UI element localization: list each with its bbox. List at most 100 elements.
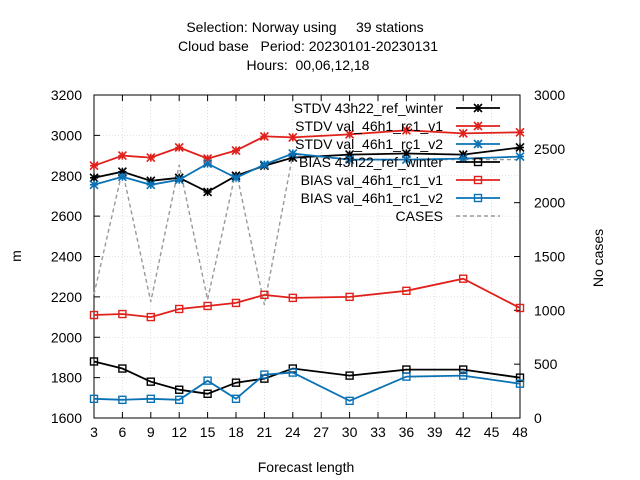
x-tick-label: 42: [455, 424, 471, 440]
series-stdv-val-46h1-rc1-v1: [89, 125, 525, 171]
legend-label: STDV 43h22_ref_winter: [294, 100, 444, 116]
data-point: [288, 148, 298, 159]
data-point: [89, 357, 99, 366]
data-point: [231, 173, 241, 183]
data-point: [401, 148, 411, 159]
y-tick-label: 2400: [51, 249, 82, 265]
data-point: [117, 172, 127, 182]
legend-label: STDV val_46h1_rc1_v2: [295, 136, 443, 152]
y2-tick-label: 0: [534, 410, 542, 426]
x-tick-label: 36: [399, 424, 415, 440]
x-tick-label: 18: [228, 424, 244, 440]
legend-marker: [473, 103, 483, 113]
chart-title-line-2: Cloud base Period: 20230101-20230131: [178, 38, 438, 54]
y2-tick-label: 3000: [534, 87, 565, 103]
y2-tick-label: 1000: [534, 302, 565, 318]
x-tick-label: 3: [90, 424, 98, 440]
legend-marker: [473, 157, 483, 167]
legend-item-bias-val-46h1-rc1-v1: BIAS val_46h1_rc1_v1: [301, 172, 500, 188]
legend-item-stdv-43h22-ref-winter: STDV 43h22_ref_winter: [294, 100, 500, 116]
data-point: [89, 161, 99, 171]
y2-tick-label: 2000: [534, 195, 565, 211]
legend-label: BIAS val_46h1_rc1_v1: [301, 172, 444, 188]
series-line: [93, 371, 521, 402]
data-point: [259, 160, 269, 170]
legend-label: STDV val_46h1_rc1_v1: [295, 118, 443, 134]
data-point: [231, 394, 241, 404]
data-point: [515, 152, 525, 162]
data-point: [174, 304, 184, 314]
data-point: [288, 368, 297, 377]
legend-item-bias-43h22-ref-winter: BIAS 43h22_ref_winter: [299, 154, 500, 170]
data-point: [288, 132, 298, 142]
series-line: [93, 152, 521, 186]
data-point: [515, 373, 525, 382]
data-point: [260, 290, 269, 300]
axis-ticks: 3 6 9 12 15 18 21 24 27 30 33 36 39 42 45 4816001800200…: [51, 87, 566, 440]
data-point: [458, 128, 468, 138]
y-tick-label: 3200: [51, 87, 82, 103]
data-point: [146, 394, 156, 404]
legend-label: CASES: [396, 208, 443, 224]
legend-item-stdv-val-46h1-rc1-v2: STDV val_46h1_rc1_v2: [295, 136, 500, 152]
y-tick-label: 1800: [51, 370, 82, 386]
data-point: [174, 175, 184, 185]
x-axis-label: Forecast length: [258, 459, 355, 475]
y-axis-label: m: [8, 250, 24, 262]
series-bias-val-46h1-rc1-v2: [89, 368, 525, 406]
legend-marker: [473, 175, 483, 185]
data-point: [515, 379, 525, 388]
data-point: [203, 376, 212, 385]
data-point: [203, 154, 213, 164]
data-point: [345, 129, 355, 139]
data-point: [288, 293, 297, 303]
data-point: [459, 274, 468, 283]
data-point: [203, 301, 212, 311]
y-tick-label: 3000: [51, 127, 82, 143]
data-point: [146, 377, 156, 386]
y-tick-label: 2000: [51, 329, 82, 345]
data-point: [259, 131, 269, 141]
data-point: [458, 149, 468, 160]
data-point: [459, 371, 468, 380]
data-point: [288, 153, 298, 163]
x-tick-label: 9: [147, 424, 155, 440]
legend-item-stdv-val-46h1-rc1-v1: STDV val_46h1_rc1_v1: [295, 118, 500, 134]
series-line: [93, 153, 520, 306]
data-point: [117, 167, 127, 177]
y-tick-label: 2600: [51, 208, 82, 224]
data-point: [203, 389, 212, 398]
x-tick-label: 27: [313, 424, 329, 440]
y-tick-label: 1600: [51, 410, 82, 426]
series-bias-val-46h1-rc1-v1: [89, 274, 525, 322]
data-point: [345, 371, 354, 380]
data-point: [402, 372, 411, 381]
data-point: [459, 365, 468, 374]
legend-marker: [473, 139, 483, 149]
data-point: [345, 149, 355, 160]
data-point: [231, 145, 241, 156]
data-point: [458, 154, 468, 164]
data-point: [515, 303, 525, 313]
data-point: [174, 142, 184, 153]
data-point: [515, 142, 525, 153]
data-point: [401, 125, 411, 135]
legend-label: BIAS 43h22_ref_winter: [299, 154, 443, 170]
y2-tick-label: 2500: [534, 141, 565, 157]
series-line: [93, 129, 521, 167]
data-point: [260, 370, 269, 379]
data-point: [231, 298, 241, 308]
data-point: [345, 155, 355, 165]
series-line: [93, 360, 521, 395]
y-tick-label: 2200: [51, 289, 82, 305]
data-point: [174, 395, 184, 405]
data-point: [146, 176, 156, 186]
data-point: [89, 173, 99, 183]
x-tick-label: 39: [427, 424, 443, 440]
series-stdv-val-46h1-rc1-v2: [89, 148, 525, 190]
x-tick-label: 24: [285, 424, 301, 440]
series-layer: [89, 125, 525, 406]
y-tick-label: 2800: [51, 168, 82, 184]
x-tick-label: 30: [342, 424, 358, 440]
